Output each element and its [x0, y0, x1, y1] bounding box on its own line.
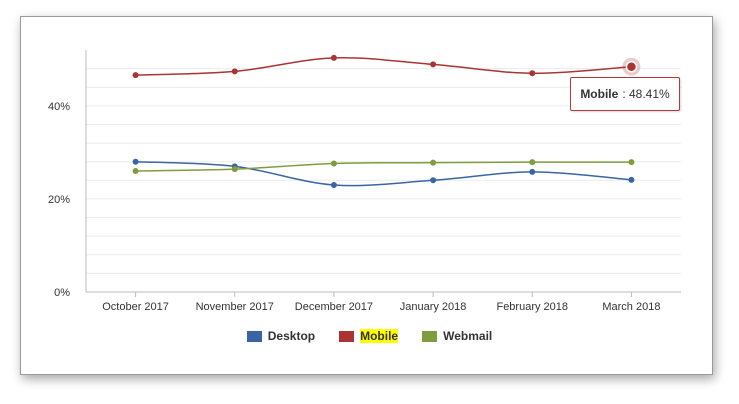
- data-point-desktop: [430, 177, 437, 184]
- x-tick-label: October 2017: [102, 301, 169, 313]
- x-tick-label: February 2018: [496, 301, 568, 313]
- series-line-webmail: [135, 161, 632, 172]
- legend-label-mobile: Mobile: [360, 329, 399, 343]
- series-line-mobile: [135, 56, 632, 76]
- legend-item-mobile[interactable]: Mobile: [339, 329, 399, 343]
- data-point-desktop: [330, 181, 337, 188]
- data-point-desktop: [628, 176, 635, 183]
- y-tick-label: 0%: [54, 287, 70, 299]
- chart-legend: Desktop Mobile Webmail: [0, 329, 739, 343]
- data-point-mobile: [430, 61, 437, 68]
- data-point-mobile: [529, 70, 536, 77]
- data-point-webmail: [231, 166, 238, 173]
- tooltip-value: : 48.41%: [622, 87, 670, 101]
- data-point-desktop: [132, 158, 139, 165]
- hover-point: [625, 60, 638, 73]
- data-point-webmail: [132, 168, 139, 174]
- data-point-mobile: [231, 68, 238, 75]
- legend-swatch-desktop: [246, 330, 262, 342]
- data-point-webmail: [529, 159, 536, 166]
- legend-label-desktop: Desktop: [267, 329, 316, 343]
- data-tooltip: Mobile : 48.41%: [570, 77, 680, 111]
- legend-swatch-mobile: [339, 330, 355, 342]
- data-point-webmail: [330, 160, 337, 167]
- legend-item-desktop[interactable]: Desktop: [246, 329, 316, 343]
- legend-item-webmail[interactable]: Webmail: [422, 329, 492, 343]
- data-point-webmail: [430, 159, 437, 166]
- y-tick-label: 40%: [48, 101, 70, 113]
- x-tick-label: November 2017: [196, 301, 274, 313]
- legend-label-webmail: Webmail: [443, 329, 493, 343]
- x-tick-label: March 2018: [602, 301, 660, 313]
- series-line-desktop: [135, 160, 632, 187]
- data-point-mobile: [132, 72, 139, 79]
- x-tick-label: January 2018: [400, 301, 467, 313]
- tooltip-series-name: Mobile: [580, 87, 619, 101]
- data-point-desktop: [529, 168, 536, 175]
- x-tick-label: December 2017: [295, 301, 373, 313]
- y-tick-label: 20%: [48, 194, 70, 206]
- data-point-mobile: [330, 54, 337, 61]
- data-point-webmail: [628, 159, 635, 166]
- legend-swatch-webmail: [422, 330, 438, 342]
